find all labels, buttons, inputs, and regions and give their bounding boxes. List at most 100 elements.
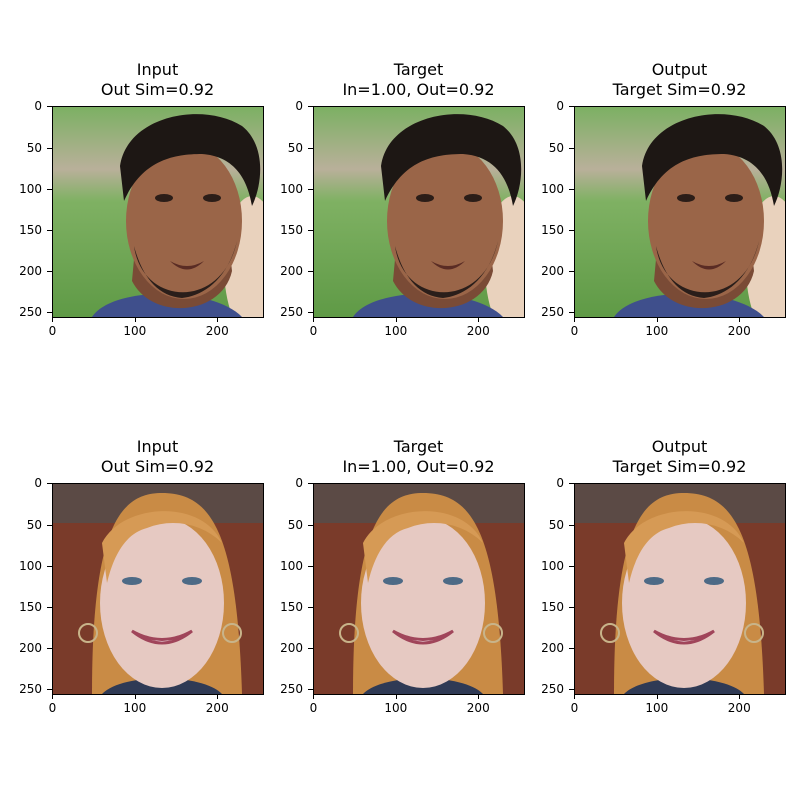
subplot-title-line2: Target Sim=0.92 <box>612 80 747 99</box>
x-tick-label: 100 <box>123 701 147 715</box>
portrait-man-image <box>52 106 263 317</box>
subplot-title-line1: Input <box>136 437 179 456</box>
subplot-2-3: Output Target Sim=0.92 0 50 100 150 200 250 0 10… <box>541 437 786 714</box>
y-tick-mark <box>308 271 313 273</box>
y-tick-mark <box>47 648 52 650</box>
x-tick-label: 0 <box>309 701 318 715</box>
y-tick-label: 200 <box>19 264 42 279</box>
x-tick-mark <box>574 694 576 699</box>
y-tick-label: 0 <box>34 99 42 114</box>
subplot-title-line1: Output <box>651 437 708 456</box>
x-tick-label: 0 <box>570 324 579 338</box>
y-tick-mark <box>47 565 52 567</box>
subplot-title: Input Out Sim=0.92 <box>0 60 323 100</box>
y-tick-label: 250 <box>541 682 564 697</box>
y-tick-mark <box>569 147 574 149</box>
y-tick-label: 200 <box>280 264 303 279</box>
y-tick-label: 200 <box>280 641 303 656</box>
x-tick-label: 200 <box>727 324 751 338</box>
portrait-woman-image <box>574 483 785 694</box>
subplot-title-line2: Out Sim=0.92 <box>100 80 215 99</box>
subplot-1-1: Input Out Sim=0.92 0 50 100 150 200 250 0 100 200 <box>19 60 264 337</box>
y-tick-label: 150 <box>19 600 42 615</box>
subplot-2-1: Input Out Sim=0.92 0 50 100 150 200 250 0 100 200 <box>19 437 264 714</box>
y-tick-label: 150 <box>280 223 303 238</box>
y-tick-label: 0 <box>34 476 42 491</box>
subplot-title-line2: In=1.00, Out=0.92 <box>342 80 495 99</box>
y-tick-mark <box>569 607 574 609</box>
x-tick-label: 100 <box>645 324 669 338</box>
y-tick-label: 100 <box>19 181 42 196</box>
y-tick-mark <box>308 106 313 108</box>
y-tick-mark <box>308 524 313 526</box>
y-tick-mark <box>308 483 313 485</box>
y-tick-mark <box>569 648 574 650</box>
y-tick-label: 50 <box>548 140 564 155</box>
x-tick-mark <box>478 317 480 322</box>
subplot-1-3: Output Target Sim=0.92 0 50 100 150 200 250 0 10… <box>541 60 786 337</box>
y-tick-mark <box>569 106 574 108</box>
y-tick-label: 100 <box>541 558 564 573</box>
x-tick-label: 0 <box>48 324 57 338</box>
x-tick-mark <box>656 694 658 699</box>
y-tick-label: 0 <box>295 99 303 114</box>
x-tick-mark <box>395 317 397 322</box>
y-tick-label: 100 <box>19 558 42 573</box>
y-tick-label: 250 <box>19 682 42 697</box>
y-tick-mark <box>569 271 574 273</box>
y-tick-mark <box>308 312 313 314</box>
x-tick-mark <box>478 694 480 699</box>
subplot-title-line2: In=1.00, Out=0.92 <box>342 457 495 476</box>
subplot-title: Output Target Sim=0.92 <box>514 437 800 477</box>
x-tick-mark <box>134 317 136 322</box>
subplot-2-2: Target In=1.00, Out=0.92 0 50 100 150 200 250 0… <box>280 437 525 714</box>
y-tick-mark <box>308 147 313 149</box>
y-tick-mark <box>47 147 52 149</box>
y-tick-mark <box>308 607 313 609</box>
x-tick-mark <box>134 694 136 699</box>
x-tick-label: 100 <box>123 324 147 338</box>
y-tick-mark <box>308 689 313 691</box>
x-tick-mark <box>217 317 219 322</box>
subplot-title: Target In=1.00, Out=0.92 <box>253 437 584 477</box>
x-tick-mark <box>739 694 741 699</box>
y-tick-label: 100 <box>541 181 564 196</box>
x-tick-mark <box>313 694 315 699</box>
y-tick-mark <box>47 689 52 691</box>
y-tick-label: 250 <box>280 305 303 320</box>
x-tick-label: 0 <box>309 324 318 338</box>
subplot-title: Output Target Sim=0.92 <box>514 60 800 100</box>
x-tick-label: 200 <box>466 701 490 715</box>
y-tick-mark <box>47 106 52 108</box>
y-tick-mark <box>308 565 313 567</box>
subplot-title-line1: Input <box>136 60 179 79</box>
portrait-man-image <box>574 106 785 317</box>
portrait-woman-image <box>52 483 263 694</box>
y-tick-label: 150 <box>19 223 42 238</box>
x-tick-label: 100 <box>384 701 408 715</box>
subplot-title-line1: Target <box>393 60 444 79</box>
y-tick-mark <box>47 312 52 314</box>
x-tick-label: 200 <box>466 324 490 338</box>
y-tick-label: 0 <box>295 476 303 491</box>
y-tick-mark <box>308 648 313 650</box>
y-tick-label: 50 <box>287 517 303 532</box>
x-tick-mark <box>52 317 54 322</box>
y-tick-mark <box>569 565 574 567</box>
y-tick-mark <box>47 271 52 273</box>
y-tick-label: 0 <box>556 99 564 114</box>
x-tick-label: 0 <box>570 701 579 715</box>
y-tick-mark <box>569 188 574 190</box>
x-tick-mark <box>313 317 315 322</box>
subplot-title: Target In=1.00, Out=0.92 <box>253 60 584 100</box>
y-tick-mark <box>47 230 52 232</box>
y-tick-mark <box>569 524 574 526</box>
y-tick-label: 50 <box>287 140 303 155</box>
x-tick-label: 100 <box>645 701 669 715</box>
y-tick-label: 150 <box>280 600 303 615</box>
y-tick-label: 100 <box>280 181 303 196</box>
y-tick-mark <box>569 689 574 691</box>
y-tick-mark <box>47 188 52 190</box>
y-tick-label: 50 <box>26 140 42 155</box>
x-tick-mark <box>217 694 219 699</box>
